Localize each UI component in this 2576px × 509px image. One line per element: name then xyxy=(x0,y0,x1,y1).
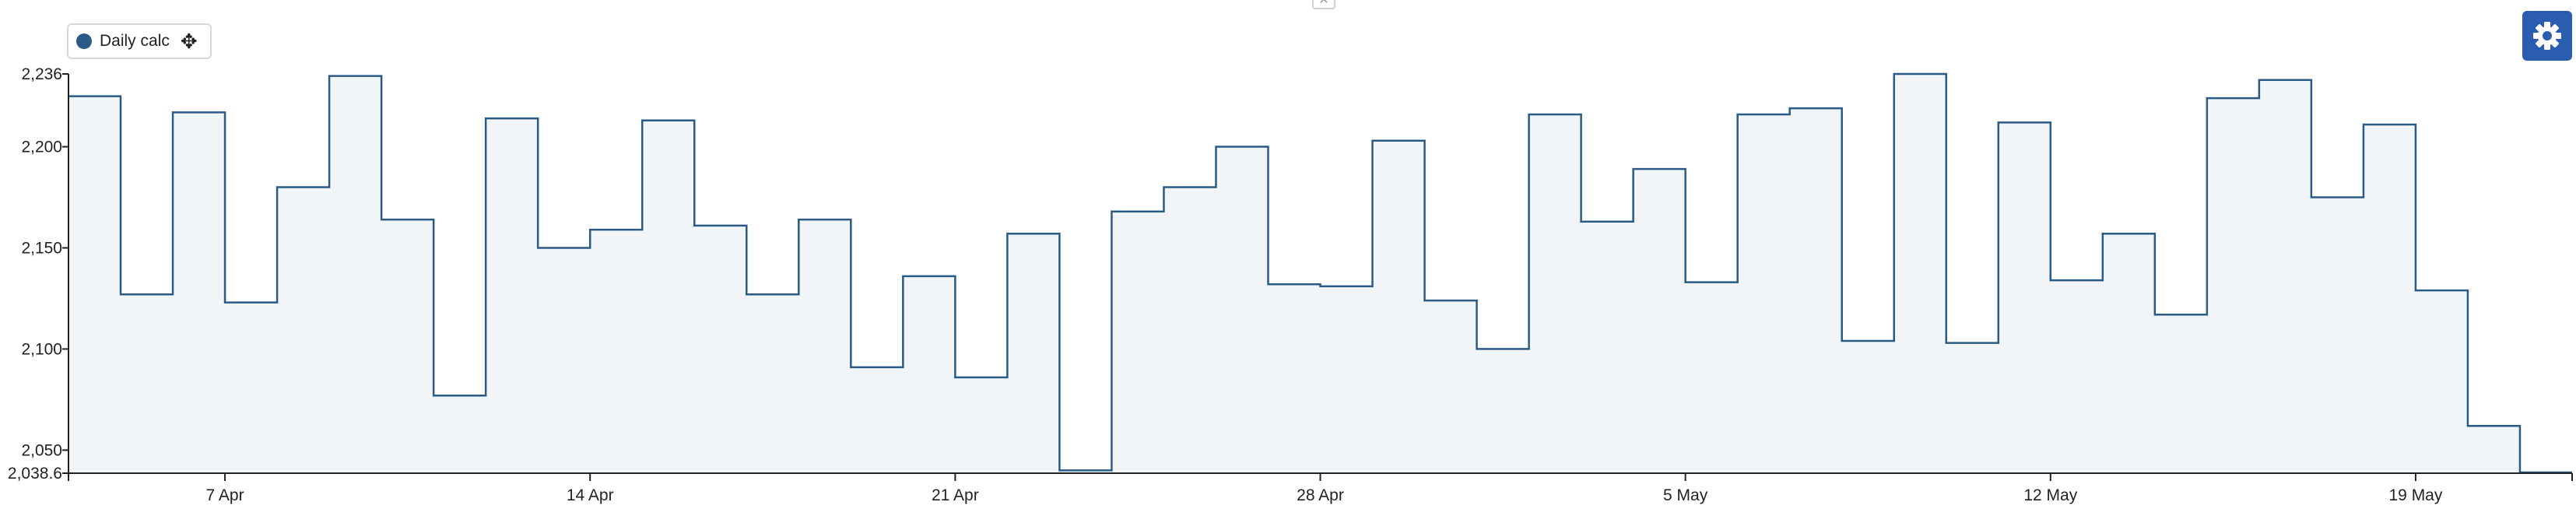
series-area xyxy=(68,74,2572,473)
x-axis: 7 Apr 14 Apr 21 Apr 28 Apr 5 May 12 May 19 May xyxy=(68,472,2573,504)
y-axis: 2,038.6 2,050 2,100 2,150 2,200 2,236 xyxy=(8,65,69,483)
y-tick-label: 2,100 xyxy=(21,340,62,358)
x-tick-label: 21 Apr xyxy=(932,486,979,504)
close-icon: ✕ xyxy=(1318,0,1329,7)
x-tick-label: 19 May xyxy=(2389,486,2443,504)
gear-icon xyxy=(2533,22,2561,50)
x-tick-label: 5 May xyxy=(1663,486,1708,504)
legend-label: Daily calc xyxy=(100,32,170,50)
x-tick-label: 7 Apr xyxy=(206,486,244,504)
plot-area xyxy=(68,72,2572,474)
series-line xyxy=(68,72,2572,474)
legend[interactable]: Daily calc ✥ xyxy=(67,23,212,59)
close-button[interactable]: ✕ xyxy=(1312,0,1335,9)
x-tick-label: 12 May xyxy=(2023,486,2077,504)
y-tick-label: 2,150 xyxy=(21,239,62,257)
y-tick-label: 2,038.6 xyxy=(8,465,62,483)
x-tick-label: 28 Apr xyxy=(1297,486,1344,504)
move-arrows-icon[interactable]: ✥ xyxy=(180,30,198,53)
legend-series-marker xyxy=(76,33,92,49)
settings-button[interactable] xyxy=(2522,11,2572,61)
y-tick-label: 2,236 xyxy=(21,65,62,83)
x-tick-label: 14 Apr xyxy=(567,486,614,504)
y-tick-label: 2,050 xyxy=(21,441,62,459)
y-tick-label: 2,200 xyxy=(21,139,62,156)
